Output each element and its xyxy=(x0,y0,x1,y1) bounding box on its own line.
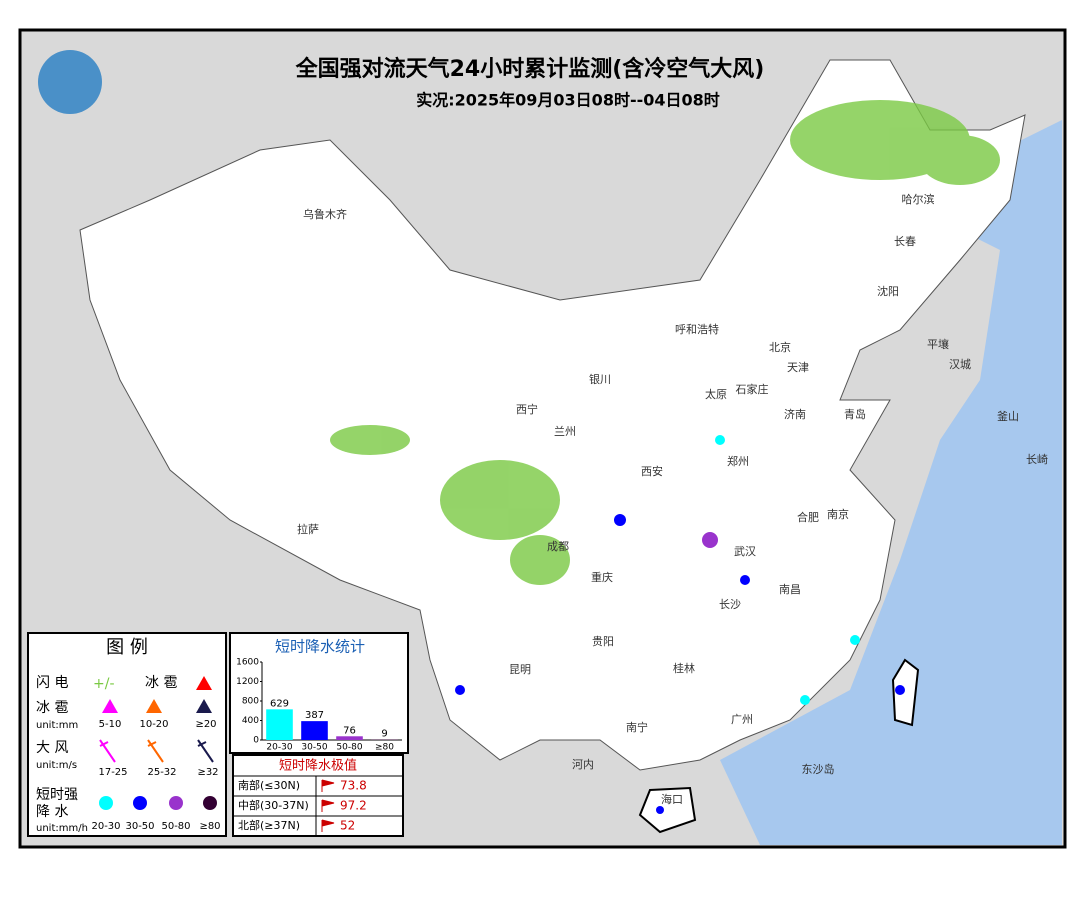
city-label: 银川 xyxy=(589,372,611,386)
table-title: 短时降水极值 xyxy=(279,758,357,774)
city-label: 南宁 xyxy=(626,720,648,734)
map-subtitle: 实况:2025年09月03日08时--04日08时 xyxy=(416,91,720,110)
city-label: 南昌 xyxy=(779,583,801,596)
city-label: 合肥 xyxy=(797,510,819,524)
city-label: 哈尔滨 xyxy=(902,192,935,206)
city-label: 石家庄 xyxy=(736,382,769,396)
legend-class: 17-25 xyxy=(98,767,127,778)
bar xyxy=(301,721,328,740)
legend-class: ≥32 xyxy=(197,767,218,778)
extremes-table: 短时降水极值 南部(≤30N) 73.8 中部(30-37N) 97.2 北部(≥37N… xyxy=(233,755,403,836)
value-label: 387 xyxy=(305,710,324,721)
city-label: 西安 xyxy=(641,464,663,478)
legend-label: 冰 雹 xyxy=(145,675,177,691)
legend-unit: unit:m/s xyxy=(36,760,77,771)
legend-class: 20-30 xyxy=(91,821,120,832)
city-label: 乌鲁木齐 xyxy=(303,207,347,221)
value-label: 9 xyxy=(381,729,387,740)
legend-class: 50-80 xyxy=(161,821,190,832)
city-label: 天津 xyxy=(787,361,809,374)
city-label: 成都 xyxy=(547,540,569,553)
city-label: 太原 xyxy=(705,388,727,401)
extreme-value: 73.8 xyxy=(340,779,367,793)
city-label: 长崎 xyxy=(1026,452,1048,466)
extreme-value: 52 xyxy=(340,819,355,833)
x-tick-label: 50-80 xyxy=(336,743,362,753)
city-label: 拉萨 xyxy=(297,522,319,536)
region-label: 中部(30-37N) xyxy=(238,798,309,812)
y-tick-label: 1600 xyxy=(236,658,259,668)
y-tick-label: 0 xyxy=(253,736,259,746)
x-tick-label: 20-30 xyxy=(266,743,292,753)
logo xyxy=(38,50,102,114)
region-label: 南部(≤30N) xyxy=(238,778,300,792)
legend-label: 短时强 xyxy=(36,787,78,803)
bar xyxy=(266,709,293,740)
city-label: 昆明 xyxy=(509,663,531,676)
lightning-icon: +/- xyxy=(93,676,115,692)
city-label: 河内 xyxy=(572,757,594,771)
city-label: 武汉 xyxy=(734,545,756,558)
legend-unit: unit:mm xyxy=(36,720,78,731)
extreme-value: 97.2 xyxy=(340,799,367,813)
legend-class: 5-10 xyxy=(99,719,122,730)
bar xyxy=(336,736,363,740)
city-label: 南京 xyxy=(827,507,849,521)
city-label: 北京 xyxy=(769,340,791,354)
legend-label: 闪 电 xyxy=(36,675,68,691)
city-label: 广州 xyxy=(731,713,753,726)
city-label: 重庆 xyxy=(591,570,613,584)
city-label: 釜山 xyxy=(997,409,1019,423)
map-title: 全国强对流天气24小时累计监测(含冷空气大风) xyxy=(295,56,765,82)
rain-stats-chart: 短时降水统计 0 400 800 1200 1600 629 20-30 387 30-50 76… xyxy=(230,633,408,753)
legend-label: 冰 雹 xyxy=(36,700,68,716)
y-tick-label: 1200 xyxy=(236,677,259,687)
region-label: 北部(≥37N) xyxy=(238,818,300,832)
city-label: 呼和浩特 xyxy=(675,322,719,336)
legend-class: ≥20 xyxy=(195,719,216,730)
x-tick-label: ≥80 xyxy=(375,743,394,753)
city-label: 长沙 xyxy=(719,598,741,611)
city-label: 贵阳 xyxy=(592,635,614,648)
city-label: 汉城 xyxy=(949,358,971,371)
legend-label: 大 风 xyxy=(36,740,68,756)
city-label: 沈阳 xyxy=(877,284,899,298)
y-tick-label: 800 xyxy=(242,697,259,707)
city-label: 兰州 xyxy=(554,425,576,438)
value-label: 76 xyxy=(343,725,356,736)
city-label: 平壤 xyxy=(927,337,949,351)
city-label: 桂林 xyxy=(673,661,695,675)
legend-class: 30-50 xyxy=(125,821,154,832)
legend-class: ≥80 xyxy=(199,821,220,832)
y-tick-label: 400 xyxy=(242,716,259,726)
city-label: 长春 xyxy=(894,235,916,248)
legend: 图 例 闪 电 +/- 冰 雹 冰 雹 unit:mm 5-10 10-20 ≥… xyxy=(28,633,226,836)
legend-class: 10-20 xyxy=(139,719,168,730)
city-label: 西宁 xyxy=(516,402,538,416)
x-tick-label: 30-50 xyxy=(301,743,327,753)
legend-label: 降 水 xyxy=(36,804,68,820)
city-label: 东沙岛 xyxy=(802,762,835,776)
legend-title: 图 例 xyxy=(106,637,148,658)
value-label: 629 xyxy=(270,698,289,709)
city-label: 济南 xyxy=(784,407,806,421)
city-label: 青岛 xyxy=(844,407,866,421)
city-label: 海口 xyxy=(661,792,683,806)
legend-unit: unit:mm/h xyxy=(36,823,88,834)
chart-title: 短时降水统计 xyxy=(275,638,365,656)
legend-class: 25-32 xyxy=(147,767,176,778)
city-label: 郑州 xyxy=(727,454,749,468)
